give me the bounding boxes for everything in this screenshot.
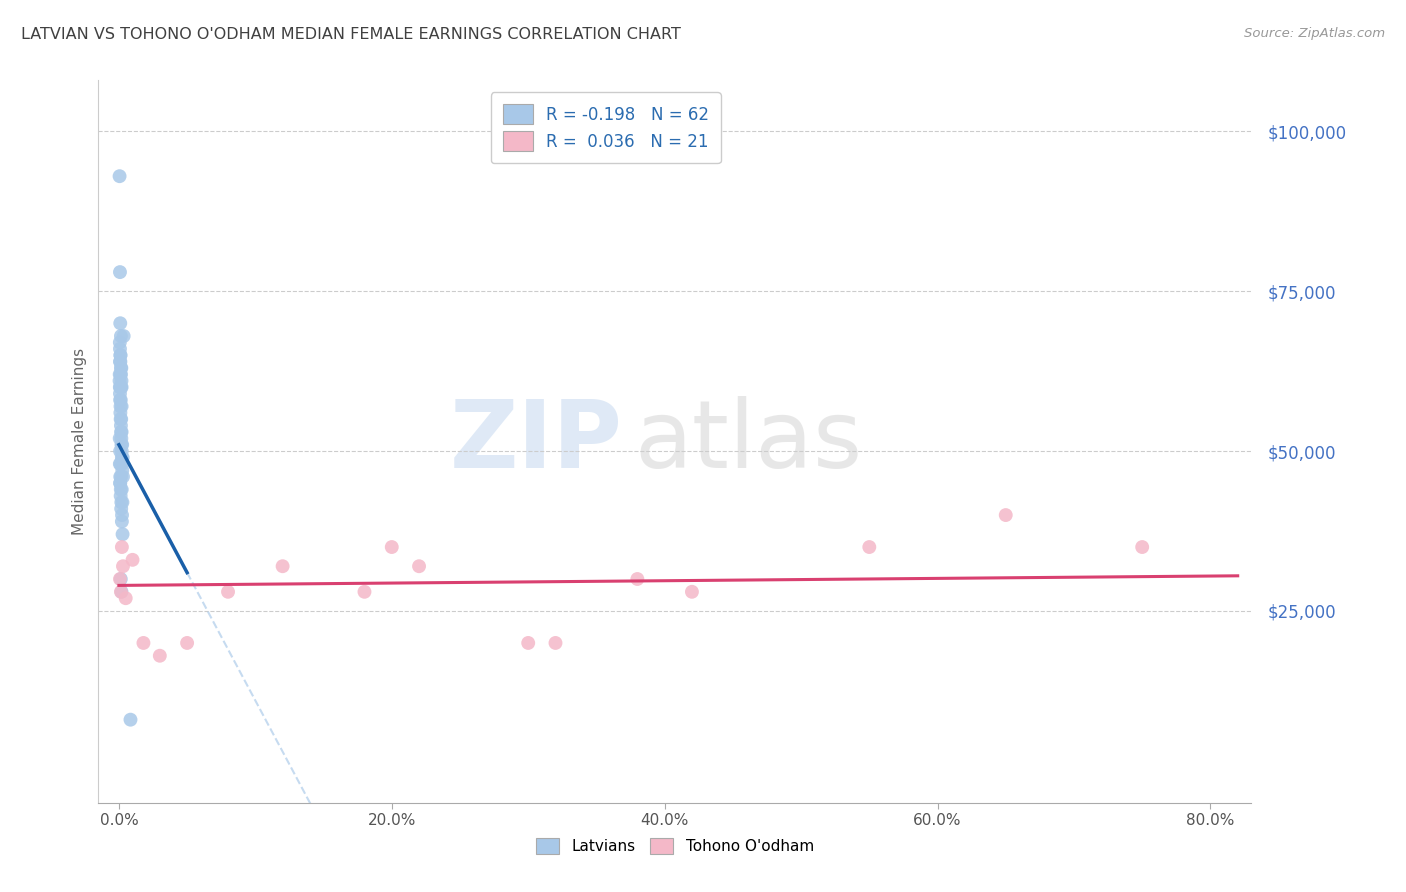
Point xyxy=(110,412,132,426)
Point xyxy=(544,636,567,650)
Point xyxy=(271,559,294,574)
Point xyxy=(858,540,880,554)
Point xyxy=(110,400,132,414)
Point xyxy=(110,400,132,414)
Text: ZIP: ZIP xyxy=(450,395,623,488)
Point xyxy=(111,508,134,522)
Point xyxy=(108,380,131,394)
Point xyxy=(110,495,132,509)
Point xyxy=(111,444,134,458)
Point xyxy=(111,450,134,465)
Point xyxy=(111,450,134,465)
Point xyxy=(110,438,132,452)
Point xyxy=(994,508,1017,522)
Point xyxy=(110,412,132,426)
Point xyxy=(110,584,132,599)
Point xyxy=(108,354,131,368)
Point xyxy=(110,354,132,368)
Point xyxy=(110,425,132,439)
Point xyxy=(381,540,404,554)
Point xyxy=(108,342,131,356)
Point xyxy=(108,572,131,586)
Point xyxy=(176,636,198,650)
Point xyxy=(110,489,132,503)
Point xyxy=(120,713,142,727)
Text: Source: ZipAtlas.com: Source: ZipAtlas.com xyxy=(1244,27,1385,40)
Point xyxy=(112,329,135,343)
Point xyxy=(110,348,132,362)
Point xyxy=(353,584,375,599)
Point xyxy=(110,380,132,394)
Point xyxy=(110,374,132,388)
Point xyxy=(110,316,132,330)
Point xyxy=(111,515,134,529)
Point xyxy=(110,361,132,376)
Point xyxy=(1130,540,1153,554)
Point xyxy=(132,636,155,650)
Point xyxy=(110,348,132,362)
Point xyxy=(108,335,131,350)
Point xyxy=(111,438,134,452)
Text: LATVIAN VS TOHONO O'ODHAM MEDIAN FEMALE EARNINGS CORRELATION CHART: LATVIAN VS TOHONO O'ODHAM MEDIAN FEMALE … xyxy=(21,27,681,42)
Point xyxy=(108,386,131,401)
Point xyxy=(110,406,132,420)
Point xyxy=(110,329,132,343)
Point xyxy=(681,584,703,599)
Point xyxy=(108,476,131,491)
Point xyxy=(108,265,131,279)
Point xyxy=(108,444,131,458)
Point xyxy=(108,368,131,382)
Point xyxy=(110,469,132,483)
Point xyxy=(110,483,132,497)
Point xyxy=(110,380,132,394)
Point xyxy=(108,457,131,471)
Point xyxy=(111,483,134,497)
Point xyxy=(108,431,131,445)
Point xyxy=(110,469,132,483)
Point xyxy=(110,368,132,382)
Point xyxy=(108,169,131,184)
Point xyxy=(111,495,134,509)
Point xyxy=(111,540,134,554)
Point xyxy=(626,572,648,586)
Point xyxy=(111,457,134,471)
Point xyxy=(110,572,132,586)
Point xyxy=(217,584,239,599)
Point xyxy=(517,636,540,650)
Point xyxy=(111,559,134,574)
Y-axis label: Median Female Earnings: Median Female Earnings xyxy=(72,348,87,535)
Point xyxy=(111,527,134,541)
Point xyxy=(110,380,132,394)
Point xyxy=(110,425,132,439)
Point xyxy=(110,457,132,471)
Text: atlas: atlas xyxy=(634,395,863,488)
Point xyxy=(110,368,132,382)
Point xyxy=(110,476,132,491)
Point xyxy=(121,553,143,567)
Point xyxy=(111,463,134,477)
Point xyxy=(108,392,131,407)
Point xyxy=(408,559,430,574)
Point xyxy=(110,584,132,599)
Point xyxy=(111,469,134,483)
Point xyxy=(110,418,132,433)
Point xyxy=(108,374,131,388)
Point xyxy=(110,361,132,376)
Point xyxy=(110,501,132,516)
Point xyxy=(114,591,136,606)
Point xyxy=(110,392,132,407)
Point xyxy=(149,648,172,663)
Legend: Latvians, Tohono O'odham: Latvians, Tohono O'odham xyxy=(530,832,820,860)
Point xyxy=(110,431,132,445)
